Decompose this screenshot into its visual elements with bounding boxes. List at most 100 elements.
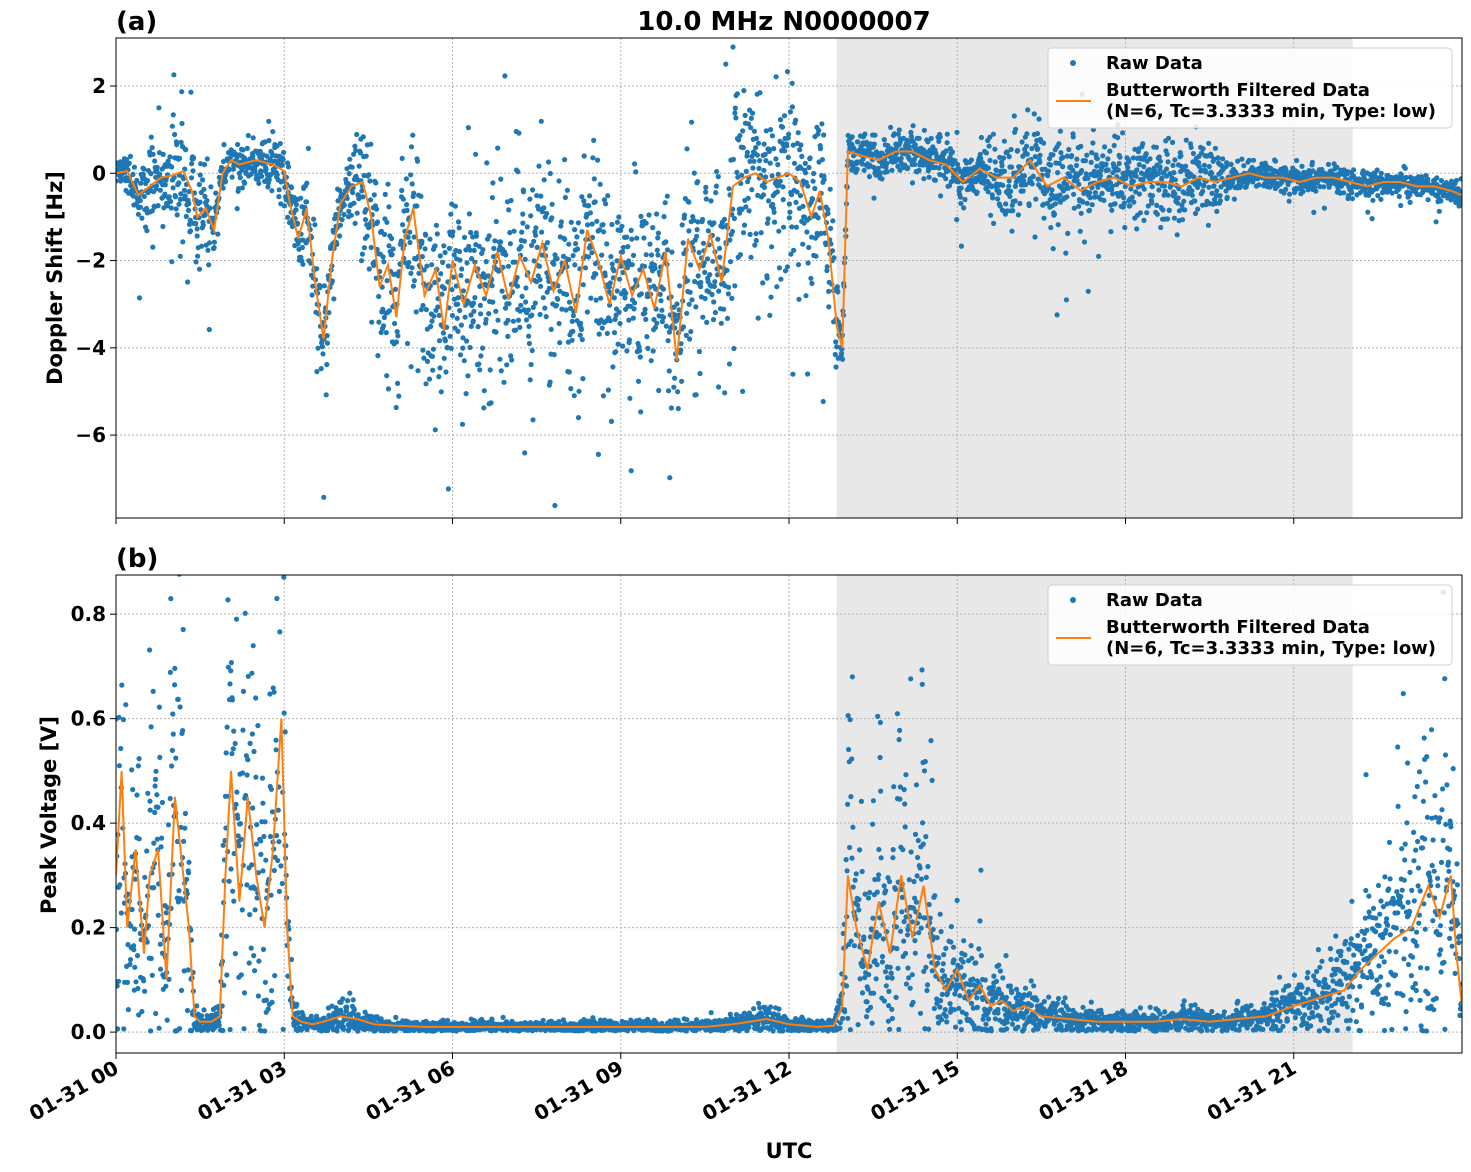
raw-data-point <box>556 1019 562 1025</box>
raw-data-point <box>1374 167 1380 173</box>
raw-data-point <box>186 859 192 865</box>
raw-data-point <box>1054 312 1060 318</box>
raw-data-point <box>855 139 861 145</box>
raw-data-point <box>1185 191 1191 197</box>
raw-data-point <box>158 966 164 972</box>
raw-data-point <box>367 178 373 184</box>
raw-data-point <box>988 212 994 218</box>
raw-data-point <box>1171 170 1177 176</box>
raw-data-point <box>763 128 769 134</box>
raw-data-point <box>768 127 774 133</box>
raw-data-point <box>116 178 119 184</box>
raw-data-point <box>832 351 838 358</box>
raw-data-point <box>463 391 469 397</box>
raw-data-point <box>204 156 210 162</box>
raw-data-point <box>669 249 675 255</box>
raw-data-point <box>921 127 928 133</box>
raw-data-point <box>616 309 622 315</box>
raw-data-point <box>700 216 706 223</box>
raw-data-point <box>1019 139 1025 145</box>
raw-data-point <box>453 283 459 289</box>
raw-data-point <box>624 234 630 240</box>
raw-data-point <box>166 976 172 983</box>
raw-data-point <box>238 972 244 978</box>
raw-data-point <box>540 295 546 301</box>
raw-data-point <box>1407 199 1413 205</box>
raw-data-point <box>266 137 272 144</box>
raw-data-point <box>509 357 515 363</box>
raw-data-point <box>175 696 181 703</box>
raw-data-point <box>1001 168 1008 174</box>
raw-data-point <box>517 308 523 314</box>
raw-data-point <box>1107 148 1113 154</box>
raw-data-point <box>258 168 264 174</box>
raw-data-point <box>607 318 613 324</box>
raw-data-point <box>458 272 464 279</box>
raw-data-point <box>568 386 574 392</box>
raw-data-point <box>223 750 229 756</box>
raw-data-point <box>999 163 1005 169</box>
raw-data-point <box>436 338 443 344</box>
raw-data-point <box>799 153 805 159</box>
raw-data-point <box>447 333 453 339</box>
raw-data-point <box>229 697 235 703</box>
raw-data-point <box>331 296 337 302</box>
raw-data-point <box>139 215 145 221</box>
raw-data-point <box>563 307 569 313</box>
raw-data-point <box>139 1008 145 1015</box>
raw-data-point <box>1134 226 1140 232</box>
raw-data-point <box>211 239 217 245</box>
raw-data-point <box>1313 188 1319 194</box>
raw-data-point <box>786 201 793 207</box>
raw-data-point <box>521 238 528 244</box>
raw-data-point <box>990 131 997 137</box>
y-tick-label: −6 <box>75 423 106 447</box>
raw-data-point <box>627 395 633 401</box>
raw-data-point <box>575 415 582 421</box>
panel-b-label: (b) <box>116 544 158 574</box>
raw-data-point <box>1115 135 1121 141</box>
raw-data-point <box>926 174 932 180</box>
raw-data-point <box>477 302 483 308</box>
raw-data-point <box>1272 158 1279 164</box>
raw-data-point <box>234 789 240 795</box>
raw-data-point <box>226 167 232 173</box>
raw-data-point <box>1050 246 1056 252</box>
raw-data-point <box>1076 203 1082 209</box>
raw-data-point <box>234 206 240 212</box>
raw-data-point <box>497 356 503 362</box>
raw-data-point <box>1159 175 1165 181</box>
raw-data-point <box>671 384 677 390</box>
raw-data-point <box>796 296 802 302</box>
raw-data-point <box>581 153 587 159</box>
raw-data-point <box>562 157 568 163</box>
raw-data-point <box>150 244 156 250</box>
raw-data-point <box>464 260 470 266</box>
raw-data-point <box>1055 222 1061 228</box>
raw-data-point <box>695 219 701 225</box>
raw-data-point <box>528 361 534 368</box>
raw-data-point <box>399 155 405 161</box>
raw-data-point <box>715 236 721 242</box>
raw-data-point <box>743 204 749 210</box>
raw-data-point <box>984 185 990 191</box>
raw-data-point <box>136 836 142 842</box>
raw-data-point <box>423 381 429 387</box>
raw-data-point <box>750 165 756 171</box>
raw-data-point <box>374 219 381 225</box>
raw-data-point <box>163 983 169 989</box>
raw-data-point <box>830 218 836 224</box>
raw-data-point <box>1154 211 1160 217</box>
raw-data-point <box>1256 182 1262 188</box>
raw-data-point <box>755 315 761 321</box>
raw-data-point <box>344 1004 350 1010</box>
raw-data-point <box>268 786 274 792</box>
raw-data-point <box>754 152 761 158</box>
raw-data-point <box>1092 190 1098 196</box>
raw-data-point <box>683 332 689 338</box>
raw-data-point <box>222 179 229 185</box>
raw-data-point <box>544 240 551 246</box>
raw-data-point <box>780 224 787 230</box>
raw-data-point <box>595 451 602 457</box>
